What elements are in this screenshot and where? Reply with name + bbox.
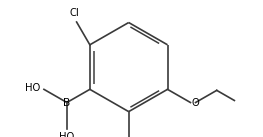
Text: HO: HO	[59, 132, 74, 137]
Text: Cl: Cl	[70, 8, 79, 18]
Text: B: B	[63, 98, 70, 108]
Text: HO: HO	[25, 83, 40, 93]
Text: O: O	[191, 98, 199, 108]
